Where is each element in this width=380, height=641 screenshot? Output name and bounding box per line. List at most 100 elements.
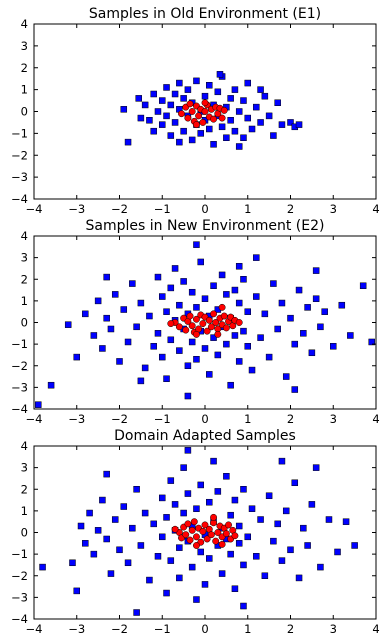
data-point-square: [218, 570, 226, 577]
data-point-square: [159, 494, 166, 502]
data-point-circle: [193, 542, 200, 549]
data-point-square: [184, 447, 192, 454]
data-point-circle: [182, 531, 190, 539]
data-point-square: [244, 308, 251, 315]
data-point-square: [99, 496, 106, 504]
data-point-square: [180, 509, 187, 517]
data-point-square: [223, 340, 230, 348]
data-point-circle: [190, 518, 198, 526]
data-point-square: [188, 338, 196, 346]
y-tick-label: 0: [21, 526, 28, 540]
y-tick-label: −3: [11, 590, 28, 604]
data-point-square: [90, 332, 98, 339]
data-point-square: [304, 304, 311, 311]
data-point-square: [291, 386, 299, 393]
data-point-square: [287, 546, 294, 554]
series-2: [167, 303, 243, 338]
data-point-square: [180, 95, 187, 102]
data-point-square: [231, 127, 239, 135]
data-point-circle: [210, 310, 218, 318]
x-tick-label: 4: [372, 412, 379, 426]
data-point-circle: [186, 312, 194, 320]
data-point-square: [133, 486, 140, 493]
x-tick-label: 1: [244, 412, 251, 426]
data-point-square: [223, 134, 230, 141]
data-point-square: [107, 570, 115, 577]
data-point-square: [103, 470, 110, 478]
data-point-square: [227, 550, 234, 558]
data-point-square: [338, 301, 346, 309]
data-point-square: [141, 509, 149, 517]
data-point-square: [146, 576, 153, 584]
data-point-square: [77, 522, 85, 530]
data-point-circle: [193, 315, 200, 323]
y-tick-label: 4: [21, 17, 28, 31]
data-point-square: [197, 258, 204, 266]
data-point-square: [253, 254, 260, 261]
data-point-square: [227, 117, 234, 124]
data-point-square: [176, 301, 183, 309]
data-point-circle: [193, 330, 200, 338]
data-point-square: [184, 490, 192, 497]
data-point-circle: [167, 320, 175, 328]
data-point-square: [227, 381, 234, 389]
data-point-square: [150, 90, 157, 98]
data-point-square: [163, 308, 170, 315]
data-point-square: [244, 114, 251, 122]
y-tick-label: 1: [21, 83, 28, 97]
data-point-square: [287, 314, 294, 322]
data-point-square: [244, 533, 251, 541]
data-point-square: [312, 295, 320, 302]
data-point-square: [176, 544, 183, 551]
data-point-square: [193, 596, 200, 603]
data-point-square: [69, 559, 76, 567]
data-point-square: [137, 114, 145, 122]
data-point-square: [282, 507, 290, 515]
data-point-square: [368, 338, 375, 346]
data-point-square: [141, 364, 149, 372]
y-tick-label: −2: [11, 569, 28, 583]
data-point-circle: [186, 536, 194, 544]
data-point-square: [231, 496, 239, 504]
x-tick-label: 0: [201, 622, 208, 636]
data-point-square: [103, 273, 110, 281]
data-point-square: [248, 125, 256, 133]
data-point-square: [235, 358, 243, 365]
data-point-square: [312, 464, 320, 471]
data-point-square: [163, 514, 170, 521]
data-point-square: [278, 457, 286, 465]
x-tick-label: −1: [154, 202, 171, 216]
data-point-square: [278, 299, 286, 307]
data-point-square: [120, 503, 128, 510]
data-point-square: [135, 95, 142, 102]
data-point-square: [347, 332, 354, 339]
y-tick-label: −2: [11, 148, 28, 162]
data-point-square: [159, 293, 166, 300]
data-point-square: [300, 330, 307, 337]
y-tick-label: −1: [11, 126, 28, 140]
data-point-square: [240, 276, 247, 283]
data-point-square: [159, 533, 166, 541]
data-point-square: [171, 265, 179, 272]
data-point-square: [244, 343, 251, 350]
data-point-circle: [182, 326, 190, 334]
data-point-square: [231, 86, 239, 93]
data-point-square: [103, 535, 110, 543]
data-point-square: [159, 353, 166, 361]
data-point-square: [176, 347, 183, 354]
data-point-square: [265, 353, 273, 361]
y-tick-label: 3: [21, 39, 28, 53]
data-point-square: [171, 501, 179, 508]
data-point-square: [167, 284, 175, 292]
data-point-square: [193, 77, 200, 85]
data-point-square: [295, 286, 303, 294]
data-point-square: [312, 267, 320, 274]
data-point-square: [146, 117, 153, 124]
data-point-square: [235, 108, 243, 115]
data-point-circle: [205, 316, 213, 324]
data-point-square: [240, 602, 247, 610]
data-point-square: [90, 550, 98, 558]
y-tick-label: 2: [21, 61, 28, 75]
data-point-square: [210, 141, 217, 148]
y-tick-label: −4: [11, 612, 28, 626]
